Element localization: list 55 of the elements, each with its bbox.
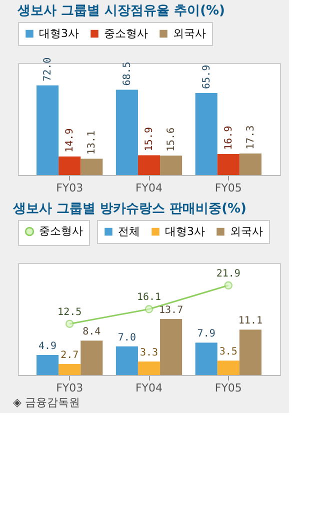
bar (80, 340, 103, 375)
bar (217, 154, 240, 175)
data-label: 7.0 (118, 332, 136, 344)
bar (195, 92, 218, 175)
x-tick-label: FY03 (56, 382, 84, 394)
bar (239, 330, 262, 375)
legend-label: 대형3사 (39, 26, 79, 40)
x-tick-label: FY05 (214, 182, 242, 194)
x-tick-label: FY05 (214, 382, 242, 394)
chart-title: 생보사 그룹별 시장점유율 추이(%) (16, 4, 225, 18)
data-label: 68.5 (122, 62, 133, 86)
x-tick-label: FY03 (56, 182, 84, 194)
data-label: 13.1 (86, 130, 98, 155)
legend-label: 중소형사 (39, 224, 83, 238)
x-tick-label: FY04 (135, 182, 163, 194)
data-label: 14.9 (64, 128, 76, 152)
data-label: 7.9 (197, 328, 216, 340)
legend-label: 외국사 (173, 26, 206, 40)
data-label: 8.4 (82, 326, 101, 338)
bar (36, 354, 59, 375)
bar (58, 156, 81, 175)
data-label: 16.9 (223, 126, 234, 150)
bar (36, 85, 59, 175)
bar (195, 342, 218, 375)
data-label: 2.7 (60, 350, 79, 361)
data-label: 4.9 (38, 340, 57, 352)
text: ◈ 금융감독원 (13, 396, 80, 409)
bar (217, 360, 240, 375)
data-label: 3.3 (140, 348, 158, 358)
data-label: 65.9 (201, 64, 212, 89)
x-tick-label: FY04 (135, 382, 163, 394)
bar (58, 364, 81, 375)
chart-title: 생보사 그룹별 방카슈랑스 판매비중(%) (12, 202, 246, 216)
bar (116, 90, 138, 175)
data-label: 11.1 (238, 316, 262, 327)
data-label: 3.5 (219, 346, 238, 358)
bar (160, 156, 182, 175)
bar (116, 346, 138, 375)
data-label: 15.6 (166, 127, 178, 152)
bar (160, 318, 182, 375)
legend-label: 중소형사 (104, 26, 148, 40)
bar (138, 155, 160, 175)
data-label: 15.9 (144, 127, 155, 152)
data-label: 16.1 (136, 292, 162, 304)
legend-label: 외국사 (230, 224, 263, 238)
data-label: 21.9 (216, 268, 240, 280)
data-label: 17.3 (245, 125, 256, 150)
bar (138, 362, 160, 375)
data-label: 72.0 (42, 57, 54, 82)
data-label: 12.5 (58, 306, 82, 318)
legend-label: 대형3사 (165, 224, 205, 238)
data-label: 13.7 (159, 304, 184, 316)
legend-label: 전체 (118, 224, 140, 238)
bar (80, 158, 103, 175)
bar (239, 153, 262, 175)
